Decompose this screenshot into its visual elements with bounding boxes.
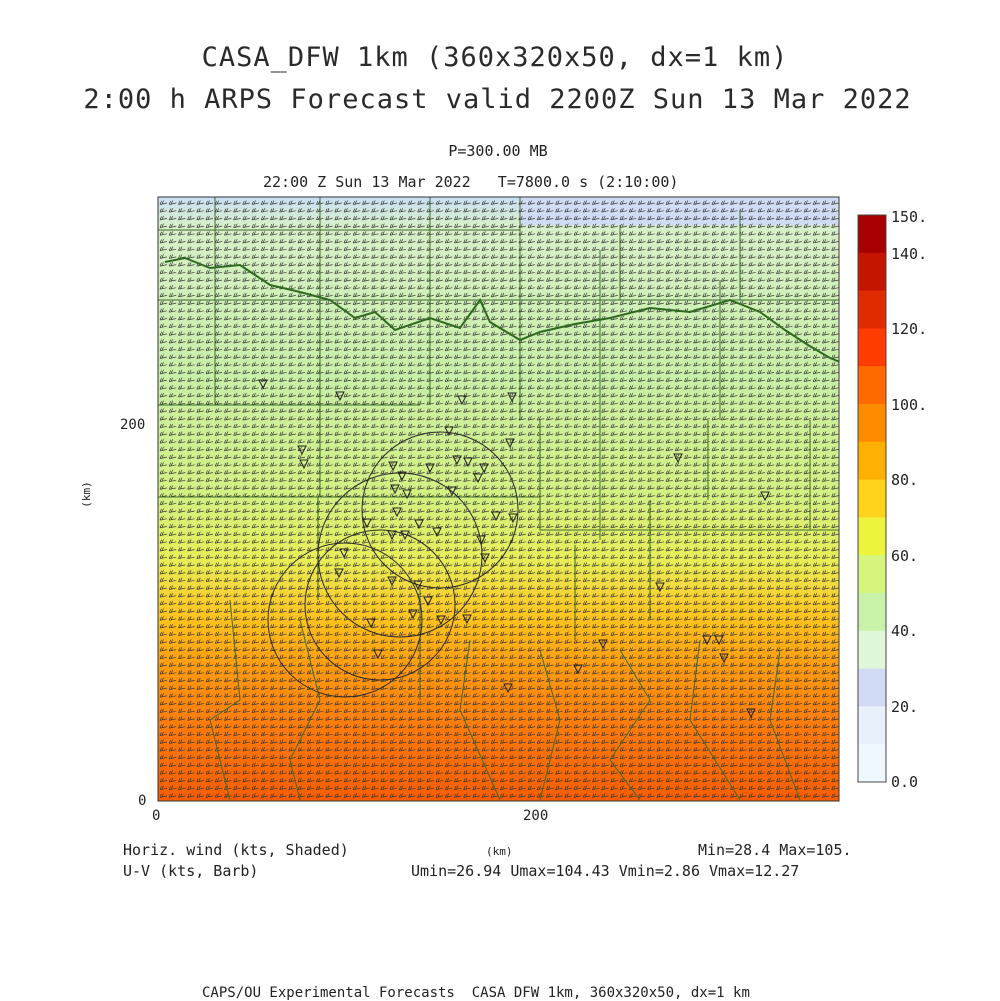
footer-credit: CAPS/OU Experimental Forecasts CASA DFW … bbox=[202, 985, 750, 1001]
x-axis-label: (km) bbox=[486, 845, 513, 858]
colorbar-swatch bbox=[858, 744, 886, 783]
min-max-label: Min=28.4 Max=105. bbox=[698, 841, 852, 859]
station-marker bbox=[388, 461, 398, 472]
colorbar-frame bbox=[857, 214, 887, 783]
valid-time-label: 22:00 Z Sun 13 Mar 2022 T=7800.0 s (2:10… bbox=[263, 173, 679, 191]
station-marker bbox=[339, 548, 349, 559]
station-marker bbox=[299, 459, 309, 470]
station-marker bbox=[573, 664, 583, 675]
station-marker bbox=[334, 568, 344, 579]
station-marker bbox=[463, 457, 473, 468]
station-marker bbox=[508, 513, 518, 524]
station-marker bbox=[258, 379, 268, 390]
colorbar-swatch bbox=[858, 593, 886, 632]
uv-stats-label: Umin=26.94 Umax=104.43 Vmin=2.86 Vmax=12… bbox=[411, 862, 800, 880]
station-marker bbox=[714, 635, 724, 646]
title-line-1: CASA_DFW 1km (360x320x50, dx=1 km) bbox=[201, 42, 789, 73]
colorbar-swatch bbox=[858, 555, 886, 594]
colorbar-label-0: 0.0 bbox=[891, 773, 919, 791]
station-marker bbox=[408, 609, 418, 620]
y-tick-200: 200 bbox=[120, 417, 146, 433]
y-tick-0: 0 bbox=[138, 793, 147, 809]
colorbar-swatch bbox=[858, 630, 886, 670]
station-marker bbox=[473, 473, 483, 484]
station-marker bbox=[491, 511, 501, 522]
colorbar-swatch bbox=[858, 404, 886, 443]
station-marker bbox=[447, 486, 457, 497]
plot-frame bbox=[157, 196, 840, 802]
colorbar-swatch bbox=[858, 215, 886, 254]
station-marker bbox=[387, 576, 397, 587]
colorbar-label-140: 140. bbox=[891, 245, 928, 263]
x-tick-0: 0 bbox=[152, 808, 161, 824]
colorbar-label-40: 40. bbox=[891, 622, 919, 640]
x-tick-200: 200 bbox=[523, 808, 549, 824]
station-marker bbox=[423, 596, 433, 607]
wind-barbs bbox=[159, 200, 839, 798]
colorbar-label-60: 60. bbox=[891, 547, 919, 565]
station-marker bbox=[760, 491, 770, 502]
station-markers bbox=[258, 379, 770, 719]
station-marker bbox=[366, 618, 376, 629]
colorbar-swatch bbox=[858, 328, 886, 367]
station-marker bbox=[362, 518, 372, 529]
colorbar-swatch bbox=[858, 441, 886, 481]
station-marker bbox=[462, 614, 472, 625]
colorbar-label-80: 80. bbox=[891, 471, 919, 489]
station-marker bbox=[452, 455, 462, 466]
station-marker bbox=[402, 489, 412, 500]
station-marker bbox=[400, 530, 410, 541]
red-river-boundary bbox=[164, 256, 839, 363]
station-marker bbox=[598, 639, 608, 650]
station-marker bbox=[390, 484, 400, 495]
colorbar-label-100: 100. bbox=[891, 396, 928, 414]
station-marker bbox=[444, 426, 454, 437]
station-marker bbox=[503, 683, 513, 694]
station-marker bbox=[507, 392, 517, 403]
station-marker bbox=[432, 527, 442, 538]
title-line-2: 2:00 h ARPS Forecast valid 2200Z Sun 13 … bbox=[83, 84, 912, 115]
wind-shading-field bbox=[158, 197, 839, 801]
y-axis-label: (km) bbox=[79, 481, 93, 508]
colorbar bbox=[857, 214, 887, 783]
colorbar-swatch bbox=[858, 668, 886, 707]
colorbar-swatch bbox=[858, 366, 886, 405]
station-marker bbox=[397, 471, 407, 482]
colorbar-swatch bbox=[858, 252, 886, 292]
colorbar-swatch bbox=[858, 479, 886, 518]
station-marker bbox=[480, 553, 490, 564]
colorbar-label-150: 150. bbox=[891, 208, 928, 226]
station-marker bbox=[413, 580, 423, 591]
station-marker bbox=[505, 438, 515, 449]
station-marker bbox=[414, 519, 424, 530]
county-boundaries bbox=[158, 197, 839, 801]
station-marker bbox=[436, 615, 446, 626]
station-marker bbox=[335, 391, 345, 402]
pressure-level-label: P=300.00 MB bbox=[448, 142, 548, 160]
station-marker bbox=[425, 463, 435, 474]
station-marker bbox=[655, 582, 665, 593]
station-marker bbox=[702, 635, 712, 646]
colorbar-swatch bbox=[858, 706, 886, 745]
colorbar-label-120: 120. bbox=[891, 320, 928, 338]
station-marker bbox=[387, 530, 397, 541]
colorbar-swatch bbox=[858, 290, 886, 329]
station-marker bbox=[392, 507, 402, 518]
shaded-field-label: Horiz. wind (kts, Shaded) bbox=[123, 841, 349, 859]
station-marker bbox=[673, 453, 683, 464]
station-marker bbox=[457, 395, 467, 406]
station-marker bbox=[719, 653, 729, 664]
station-marker bbox=[476, 535, 486, 546]
station-marker bbox=[373, 649, 383, 660]
colorbar-swatch bbox=[858, 517, 886, 556]
station-marker bbox=[746, 708, 756, 719]
colorbar-label-20: 20. bbox=[891, 698, 919, 716]
station-marker bbox=[297, 445, 307, 456]
wind-barb-field bbox=[159, 200, 839, 798]
station-marker bbox=[479, 463, 489, 474]
barb-field-label: U-V (kts, Barb) bbox=[123, 862, 259, 880]
